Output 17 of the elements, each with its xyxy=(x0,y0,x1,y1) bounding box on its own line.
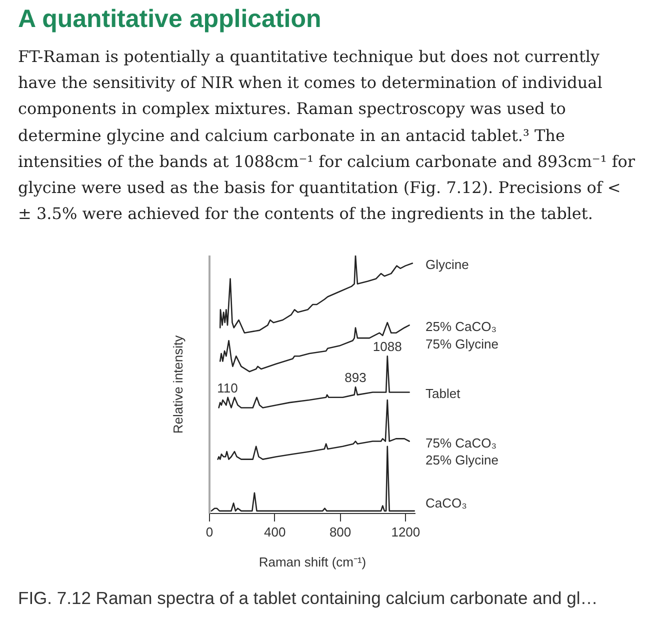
x-tick-label: 400 xyxy=(264,524,286,540)
x-axis-title: Raman shift (cm⁻¹) xyxy=(258,554,366,570)
series-label: CaCO₃ xyxy=(426,496,467,510)
series-label: 75% CaCO₃ 25% Glycine xyxy=(426,435,498,468)
chart-title: A quantitative application xyxy=(17,4,322,35)
x-tick-label: 1200 xyxy=(391,524,420,540)
y-axis-title: Relative intensity xyxy=(170,334,186,434)
x-tick-label: 0 xyxy=(206,524,214,540)
series-label: Glycine xyxy=(426,257,469,272)
chart-subtitle: FT-Raman is potentially a quantitative technique but does not currently have the sensitivity of NIR when it comes to determination of individual components in complex mixtures. Raman spectroscopy was used to determine glycine and calcium carbonate in an antacid tablet.³ The intensities of the bands at 1088cm⁻¹ for calcium carbonate and 893cm⁻¹ for glycine were used as the basis for quantitation (Fig. 7.12). Precisions of < ± 3.5% were achieved for the contents of the ingredients in the tablet. xyxy=(17,46,636,226)
annotation: 110 xyxy=(217,380,238,396)
annotation: 893 xyxy=(344,370,366,386)
caption: FIG. 7.12 Raman spectra of a tablet containing calcium carbonate and gl… xyxy=(17,587,598,610)
series-label: Tablet xyxy=(426,386,461,402)
annotation: 1088 xyxy=(372,339,402,354)
series-label: 25% CaCO₃ 75% Glycine xyxy=(426,319,498,352)
x-tick-label: 800 xyxy=(329,524,352,540)
